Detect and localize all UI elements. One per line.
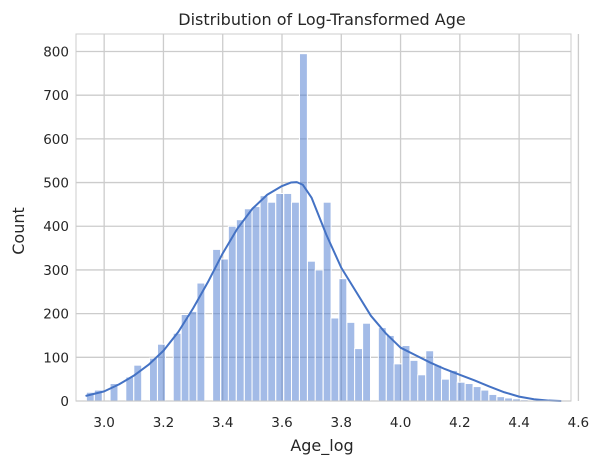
y-tick-label: 700: [43, 88, 69, 104]
histogram-bar: [220, 258, 230, 402]
histogram-bars: [85, 53, 561, 402]
x-tick-label: 3.4: [212, 415, 233, 431]
histogram-bar: [290, 201, 300, 402]
histogram-bar: [377, 327, 387, 402]
y-tick-label: 800: [43, 44, 69, 60]
histogram-bar: [235, 219, 245, 402]
histogram-bar: [417, 374, 427, 402]
histogram-bar: [298, 53, 308, 402]
histogram-bar: [149, 357, 158, 402]
histogram-bar: [409, 359, 419, 402]
x-tick-label: 3.8: [331, 415, 352, 431]
histogram-bar: [267, 201, 277, 402]
x-tick-label: 3.6: [271, 415, 292, 431]
histogram-bar: [448, 369, 458, 402]
x-tick-label: 3.2: [153, 415, 174, 431]
histogram-bar: [338, 278, 348, 402]
histogram-bar: [440, 378, 450, 402]
histogram-bar: [472, 386, 482, 402]
y-tick-label: 300: [43, 263, 69, 279]
x-tick-label: 4.4: [508, 415, 529, 431]
histogram-bar: [283, 192, 293, 402]
kde-curve: [85, 181, 562, 402]
histogram-bar: [393, 363, 403, 402]
y-tick-label: 600: [43, 132, 69, 148]
x-tick-label: 3.0: [93, 415, 114, 431]
histogram-bar: [354, 348, 364, 402]
histogram-bar: [306, 260, 316, 402]
x-tick-label: 4.2: [449, 415, 470, 431]
histogram-bar: [464, 383, 474, 402]
histogram-bar: [496, 396, 506, 402]
histogram-bar: [243, 208, 253, 402]
histogram-bar: [362, 322, 372, 402]
histogram-bar: [180, 313, 190, 402]
x-tick-label: 4.6: [568, 415, 589, 431]
histogram-bar: [330, 317, 340, 402]
histogram-bar: [425, 350, 435, 402]
y-axis-label: Count: [9, 207, 28, 255]
plot-frame: [75, 33, 572, 402]
x-tick-label: 4.0: [390, 415, 411, 431]
histogram-bar: [385, 334, 395, 402]
histogram-bar: [346, 321, 356, 402]
x-axis-label: Age_log: [290, 436, 353, 456]
histogram-bar: [314, 269, 324, 402]
histogram-bar: [251, 206, 261, 402]
y-tick-label: 400: [43, 219, 69, 235]
y-tick-label: 0: [60, 394, 69, 410]
histogram-bar: [227, 225, 237, 402]
histogram-bar: [188, 310, 198, 402]
tick-labels: 3.0 3.2 3.4 3.6 3.8 4.0 4.2 4.4 4.6 0 100 200 300 400…: [43, 44, 589, 431]
histogram-bar: [401, 345, 411, 402]
kde-layer: [85, 181, 562, 402]
histogram-bar: [480, 389, 490, 402]
histogram-bar: [433, 364, 443, 402]
y-tick-label: 100: [43, 350, 69, 366]
y-tick-label: 500: [43, 176, 69, 192]
chart-title: Distribution of Log-Transformed Age: [178, 10, 465, 29]
y-tick-label: 200: [43, 307, 69, 323]
histogram-bar: [172, 332, 182, 402]
histogram-bar: [488, 393, 498, 402]
histogram-bar: [456, 381, 466, 402]
histogram-bar: [259, 195, 269, 402]
histogram-bar: [275, 192, 285, 402]
